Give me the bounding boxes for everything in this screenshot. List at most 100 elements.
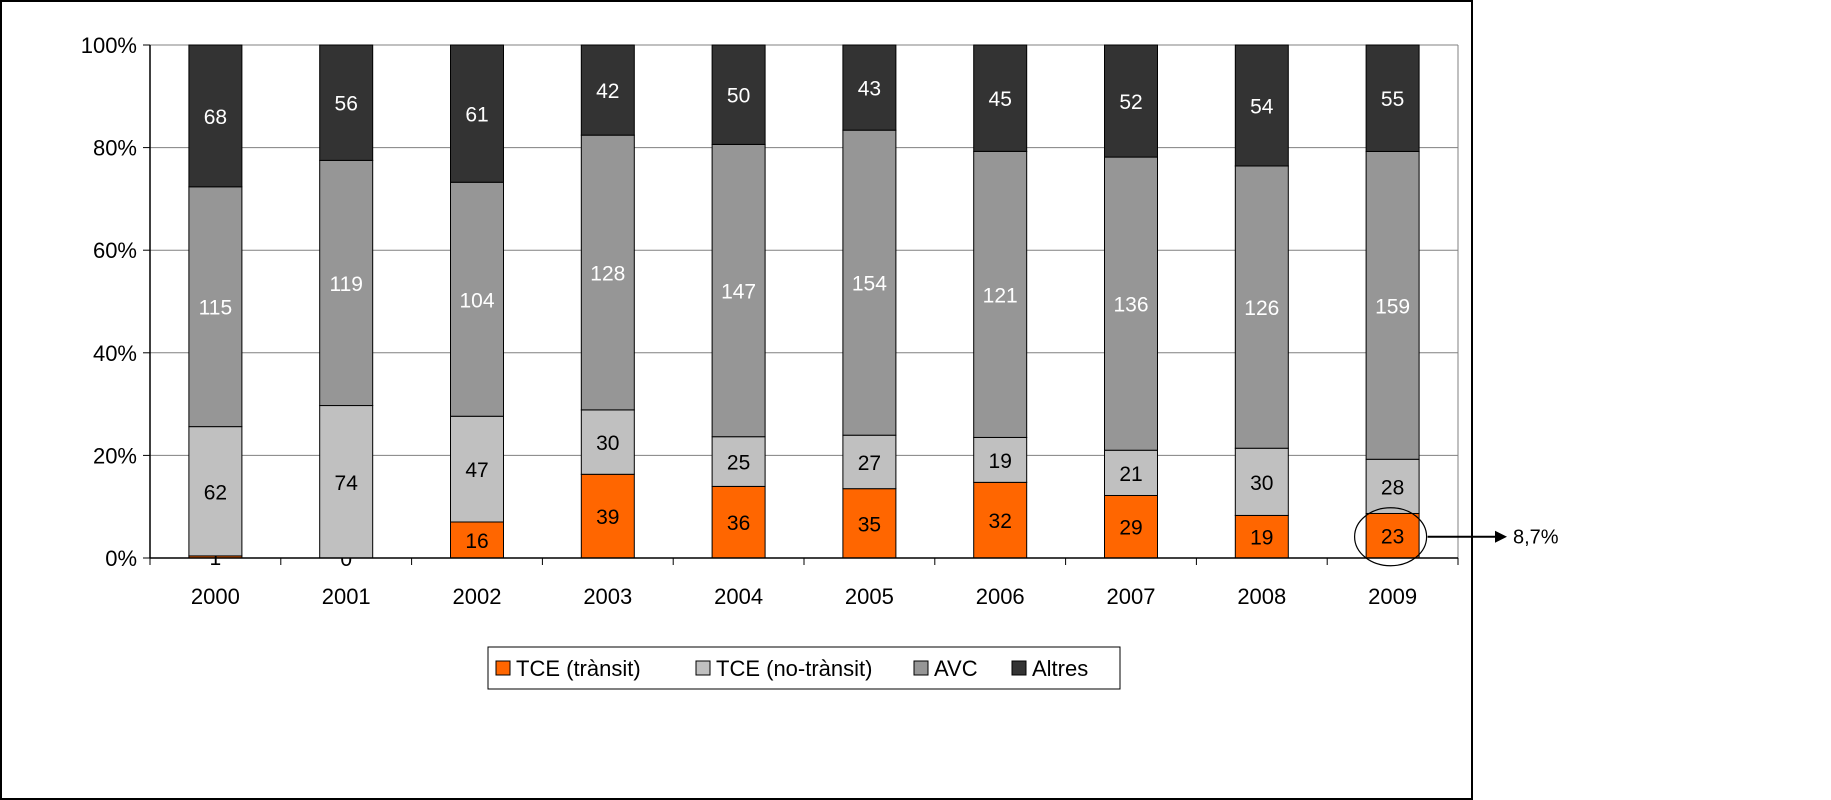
bar-segment — [1365, 44, 1420, 152]
data-label: 35 — [858, 513, 881, 536]
data-label: 25 — [727, 452, 750, 475]
bar-segment — [1365, 458, 1420, 514]
data-label: 62 — [204, 481, 227, 504]
annotation: 8,7% — [1353, 507, 1559, 567]
bar-segment — [319, 405, 374, 559]
bar-segment — [1365, 150, 1420, 460]
data-label: 104 — [459, 289, 494, 312]
data-label: 126 — [1244, 297, 1279, 320]
data-label: 19 — [1250, 527, 1273, 550]
bar-segment — [1234, 514, 1289, 559]
bar-segment — [711, 485, 766, 559]
legend: TCE (trànsit) TCE (no-trànsit) AVC Altres — [487, 646, 1121, 690]
y-tick-label: 60% — [93, 238, 137, 263]
x-tick-label: 2003 — [583, 584, 632, 609]
legend-swatch — [913, 660, 929, 676]
data-label: 136 — [1113, 294, 1148, 317]
bar-segment — [319, 44, 374, 161]
data-label: 61 — [465, 104, 488, 127]
x-tick-label: 2001 — [322, 584, 371, 609]
data-label: 16 — [465, 530, 488, 553]
legend-label: Altres — [1032, 656, 1088, 681]
bar-segment — [842, 129, 897, 436]
data-label: 42 — [596, 80, 619, 103]
data-label: 0 — [340, 548, 352, 571]
data-label: 43 — [858, 78, 881, 101]
bar-segment — [1234, 165, 1289, 449]
bar-segment — [450, 521, 504, 559]
bar-segment — [711, 143, 766, 438]
bar-segment — [842, 44, 897, 131]
bar-segment — [842, 488, 897, 559]
bar-segment — [580, 409, 635, 475]
bar-segment — [450, 181, 504, 417]
bar-segment — [1104, 44, 1158, 158]
data-label: 19 — [989, 450, 1012, 473]
y-tick-label: 40% — [93, 341, 137, 366]
data-label: 27 — [858, 452, 881, 475]
data-label: 159 — [1375, 295, 1410, 318]
data-label: 32 — [989, 510, 1012, 533]
bar-segment — [1104, 449, 1158, 496]
y-tick-label: 100% — [81, 33, 137, 58]
annotation-arrowhead — [1495, 530, 1507, 543]
data-label: 28 — [1381, 476, 1404, 499]
data-label: 36 — [727, 512, 750, 535]
x-tick-label: 2005 — [845, 584, 894, 609]
x-tick-label: 2000 — [191, 584, 240, 609]
plot-area: 0%20%40%60%80%100%1621156820000741195620… — [81, 33, 1459, 609]
x-tick-label: 2004 — [714, 584, 763, 609]
bar-segment — [711, 44, 766, 145]
data-label: 21 — [1119, 463, 1142, 486]
data-label: 39 — [596, 506, 619, 529]
legend-label: TCE (trànsit) — [516, 656, 641, 681]
bar-segment — [1234, 44, 1289, 167]
x-tick-label: 2006 — [976, 584, 1025, 609]
bar-segment — [450, 44, 504, 183]
bar-segment — [1365, 512, 1420, 559]
bar-segment — [188, 426, 243, 557]
bar-segment — [973, 150, 1028, 438]
bar-segment — [188, 44, 243, 188]
legend-swatch — [1011, 660, 1027, 676]
data-label: 45 — [989, 88, 1012, 111]
bar-segment — [1104, 494, 1158, 559]
bar-segment — [319, 159, 374, 407]
data-label: 115 — [199, 297, 232, 320]
data-label: 29 — [1119, 517, 1142, 540]
data-label: 147 — [721, 281, 756, 304]
data-label: 74 — [335, 472, 359, 495]
data-label: 30 — [1250, 472, 1273, 495]
x-tick-label: 2002 — [453, 584, 502, 609]
bar-segment — [580, 473, 635, 559]
data-label: 52 — [1119, 91, 1142, 114]
bar-segment — [450, 415, 504, 523]
data-label: 23 — [1381, 526, 1404, 549]
y-tick-label: 0% — [105, 546, 137, 571]
data-label: 68 — [204, 106, 227, 129]
y-tick-label: 20% — [93, 443, 137, 468]
annotation-label: 8,7% — [1513, 527, 1559, 549]
data-label: 50 — [727, 85, 750, 108]
x-tick-label: 2007 — [1107, 584, 1156, 609]
legend-swatch — [695, 660, 711, 676]
data-label: 47 — [465, 459, 488, 482]
data-label: 30 — [596, 432, 619, 455]
data-label: 154 — [852, 273, 887, 296]
data-label: 128 — [590, 263, 625, 286]
legend-label: AVC — [934, 656, 978, 681]
bar-segment — [580, 44, 635, 136]
data-label: 121 — [983, 284, 1018, 307]
bar-segment — [973, 44, 1028, 152]
data-label: 56 — [335, 93, 358, 116]
bar-segment — [973, 436, 1028, 483]
legend-swatch — [495, 660, 511, 676]
data-label: 55 — [1381, 88, 1404, 111]
x-tick-label: 2009 — [1368, 584, 1417, 609]
x-tick-label: 2008 — [1237, 584, 1286, 609]
legend-label: TCE (no-trànsit) — [716, 656, 872, 681]
bar-segment — [188, 186, 243, 428]
bar-segment — [580, 134, 635, 411]
data-label: 119 — [329, 273, 362, 296]
